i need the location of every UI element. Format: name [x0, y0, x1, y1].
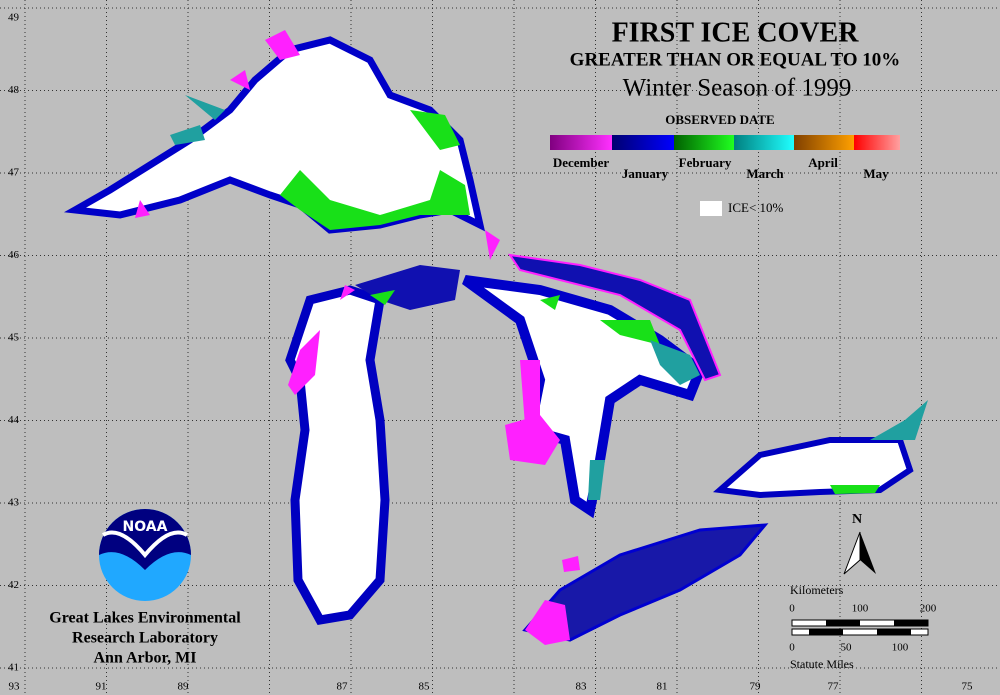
lon-label: 81 — [657, 681, 668, 693]
lon-label: 89 — [178, 681, 190, 693]
scale-bar: 0 100 200 0 50 100 — [789, 603, 937, 654]
title: FIRST ICE COVER — [612, 17, 860, 48]
legend-swatch — [612, 135, 674, 150]
legend-month: February — [679, 155, 732, 170]
legend-month: January — [622, 166, 669, 181]
saginaw-bay — [505, 415, 560, 465]
km-tick: 0 — [789, 603, 795, 615]
lat-label: 48 — [8, 84, 20, 96]
logo-top — [99, 509, 191, 570]
ice-december — [525, 600, 570, 645]
legend-months: December January February March April May — [553, 155, 889, 181]
scale-track — [791, 628, 929, 636]
credit: Great Lakes Environmental Research Labora… — [49, 610, 241, 667]
lat-label: 49 — [8, 12, 20, 24]
scale-segment — [894, 620, 928, 626]
mi-tick: 100 — [892, 642, 909, 654]
lake-michigan — [285, 285, 390, 625]
ice-december — [520, 360, 540, 425]
lon-label: 87 — [337, 681, 349, 693]
subtitle: GREATER THAN OR EQUAL TO 10% — [570, 49, 901, 70]
km-title: Kilometers — [790, 583, 844, 597]
credit-line: Ann Arbor, MI — [94, 650, 197, 667]
legend-swatch — [734, 135, 794, 150]
legend-swatch — [794, 135, 854, 150]
legend-swatch — [854, 135, 900, 150]
lat-label: 44 — [8, 414, 20, 426]
lat-label: 41 — [8, 662, 19, 674]
scale-segment — [826, 620, 860, 626]
ice-march — [588, 340, 700, 500]
ice-december — [340, 285, 355, 300]
lake-erie — [522, 523, 769, 642]
ice-february — [370, 290, 395, 305]
season: Winter Season of 1999 — [623, 75, 852, 102]
logo-text: NOAA — [123, 519, 168, 535]
km-tick: 200 — [920, 603, 937, 615]
lon-label: 79 — [750, 681, 762, 693]
lat-label: 42 — [8, 579, 19, 591]
km-tick: 100 — [852, 603, 869, 615]
green-bay — [288, 330, 320, 395]
north-label: N — [852, 512, 862, 527]
ice-march — [870, 400, 928, 440]
legend-swatch — [550, 135, 612, 150]
lat-label: 43 — [8, 497, 20, 509]
legend-month: April — [808, 155, 838, 170]
ice-february — [540, 295, 660, 345]
lon-label: 85 — [419, 681, 431, 693]
lake-superior — [63, 36, 486, 234]
lake-st-clair — [562, 556, 580, 572]
logo-gull — [101, 530, 189, 559]
legend-swatch — [674, 135, 734, 150]
lon-label: 77 — [828, 681, 840, 693]
lon-label: 75 — [962, 681, 974, 693]
legend-month: December — [553, 155, 610, 170]
legend-bar — [550, 135, 900, 150]
legend-month: March — [746, 166, 784, 181]
north-arrow — [843, 531, 861, 575]
ice-swatch — [700, 201, 722, 216]
north-channel — [507, 253, 722, 382]
scale-segment — [877, 629, 911, 635]
lat-label: 45 — [8, 332, 20, 344]
mi-title: Statute Miles — [790, 657, 854, 671]
lon-label: 91 — [96, 681, 107, 693]
credit-line: Research Laboratory — [72, 630, 218, 647]
north-arrow — [860, 532, 876, 574]
ice-february — [830, 485, 880, 494]
noaa-logo: NOAA — [99, 509, 191, 601]
st-marys-river — [485, 230, 500, 260]
mi-tick: 0 — [789, 642, 795, 654]
lon-label: 93 — [9, 681, 21, 693]
credit-line: Great Lakes Environmental — [49, 610, 241, 627]
lon-label: 83 — [576, 681, 588, 693]
legend-month: May — [863, 166, 889, 181]
lat-label: 47 — [8, 167, 20, 179]
lat-label: 46 — [8, 249, 20, 261]
mi-tick: 50 — [841, 642, 853, 654]
legend-title: OBSERVED DATE — [665, 112, 774, 127]
ice-february — [410, 110, 460, 150]
ice-december — [135, 30, 300, 218]
ice-february — [280, 170, 470, 230]
lake-ontario — [712, 437, 914, 499]
ice-label: ICE< 10% — [728, 200, 784, 215]
ice-march — [170, 95, 225, 145]
scale-segment — [809, 629, 843, 635]
